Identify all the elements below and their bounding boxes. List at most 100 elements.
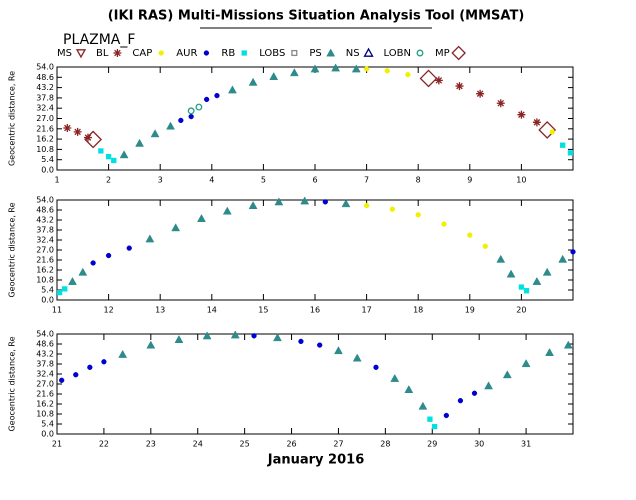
data-point bbox=[351, 64, 361, 73]
data-point bbox=[389, 206, 396, 212]
data-point bbox=[73, 127, 82, 136]
y-tick-label: 10.8 bbox=[36, 410, 54, 419]
data-point bbox=[222, 206, 232, 215]
data-point bbox=[145, 234, 155, 243]
data-point bbox=[248, 77, 258, 86]
x-tick-label: 27 bbox=[333, 440, 343, 449]
y-tick-label: 32.4 bbox=[36, 104, 54, 113]
data-point bbox=[502, 370, 512, 379]
x-tick-label: 30 bbox=[474, 440, 484, 449]
x-tick-label: 12 bbox=[104, 306, 114, 315]
y-tick-label: 32.4 bbox=[36, 236, 54, 245]
data-point bbox=[331, 63, 341, 72]
data-point bbox=[62, 286, 68, 292]
data-point bbox=[476, 89, 485, 98]
legend-marker bbox=[113, 49, 122, 57]
y-tick-label: 0.0 bbox=[41, 296, 54, 305]
data-point bbox=[63, 124, 72, 133]
x-tick-label: 21 bbox=[52, 440, 62, 449]
legend-marker bbox=[363, 47, 374, 57]
y-tick-label: 10.8 bbox=[36, 145, 54, 154]
y-tick-label: 16.2 bbox=[36, 400, 54, 409]
data-point bbox=[457, 398, 464, 404]
x-tick-label: 5 bbox=[261, 176, 266, 185]
data-point bbox=[363, 202, 370, 209]
data-point bbox=[545, 348, 554, 356]
data-point bbox=[518, 284, 525, 290]
data-point bbox=[419, 69, 438, 88]
data-point bbox=[496, 254, 506, 263]
y-tick-label: 48.6 bbox=[36, 340, 54, 349]
y-tick-label: 27.0 bbox=[36, 114, 54, 123]
y-tick-label: 16.2 bbox=[36, 266, 54, 275]
y-tick-label: 37.8 bbox=[36, 360, 54, 369]
data-point bbox=[298, 338, 304, 345]
data-point bbox=[521, 359, 531, 368]
data-point bbox=[188, 113, 194, 120]
x-tick-label: 24 bbox=[193, 440, 203, 449]
data-point bbox=[135, 138, 144, 147]
data-point bbox=[228, 85, 237, 94]
y-tick-label: 48.6 bbox=[36, 206, 54, 215]
x-tick-label: 1 bbox=[54, 176, 59, 185]
data-point bbox=[532, 118, 541, 127]
legend-label: LOBN bbox=[384, 48, 411, 59]
y-tick-label: 54.0 bbox=[36, 330, 54, 339]
legend-label: AUR bbox=[176, 48, 197, 59]
y-tick-label: 43.2 bbox=[36, 216, 54, 225]
data-point bbox=[322, 199, 328, 205]
y-tick-label: 10.8 bbox=[36, 276, 54, 285]
data-point bbox=[119, 150, 129, 159]
legend-label: NS bbox=[346, 48, 360, 59]
y-axis-title: Geocentric distance, Re bbox=[8, 202, 17, 297]
x-tick-label: 11 bbox=[52, 306, 62, 315]
legend-label: MP bbox=[435, 48, 450, 59]
y-tick-label: 5.4 bbox=[41, 286, 54, 295]
data-point bbox=[390, 373, 400, 382]
x-tick-label: 7 bbox=[364, 176, 369, 185]
data-point bbox=[484, 381, 493, 390]
data-point bbox=[404, 385, 414, 394]
data-point bbox=[549, 129, 556, 135]
legend-marker bbox=[326, 48, 336, 57]
y-tick-label: 48.6 bbox=[36, 73, 54, 82]
data-point bbox=[251, 333, 257, 339]
data-point bbox=[197, 214, 206, 222]
y-tick-label: 43.2 bbox=[36, 83, 54, 92]
data-point bbox=[83, 133, 92, 142]
legend-marker bbox=[75, 49, 87, 59]
x-tick-label: 15 bbox=[258, 306, 268, 315]
instrument-label: PLAZMA_F bbox=[63, 32, 135, 48]
x-tick-label: 18 bbox=[413, 306, 423, 315]
y-axis-title: Geocentric distance, Re bbox=[8, 336, 17, 431]
data-point bbox=[405, 71, 411, 78]
data-point bbox=[73, 372, 79, 378]
legend-label: LOBS bbox=[259, 48, 285, 59]
data-point bbox=[352, 353, 362, 362]
data-point bbox=[203, 96, 210, 103]
data-point bbox=[105, 153, 112, 160]
data-point bbox=[384, 68, 390, 74]
data-point bbox=[248, 201, 258, 210]
x-tick-label: 6 bbox=[312, 176, 317, 185]
data-point bbox=[341, 199, 351, 208]
x-tick-label: 19 bbox=[465, 306, 475, 315]
data-point bbox=[202, 331, 212, 340]
y-tick-label: 27.0 bbox=[36, 246, 54, 255]
data-point bbox=[59, 377, 65, 383]
x-tick-label: 13 bbox=[155, 306, 165, 315]
data-point bbox=[273, 333, 282, 342]
data-point bbox=[415, 212, 421, 218]
data-point bbox=[443, 412, 449, 419]
data-point bbox=[506, 269, 516, 278]
y-tick-label: 0.0 bbox=[41, 430, 54, 439]
x-tick-label: 4 bbox=[209, 176, 214, 185]
legend-marker bbox=[158, 50, 164, 56]
x-tick-label: 28 bbox=[380, 440, 390, 449]
x-tick-label: 16 bbox=[310, 306, 320, 315]
data-point bbox=[431, 423, 438, 430]
data-point bbox=[274, 197, 284, 206]
data-point bbox=[98, 148, 104, 154]
data-point bbox=[78, 267, 88, 276]
